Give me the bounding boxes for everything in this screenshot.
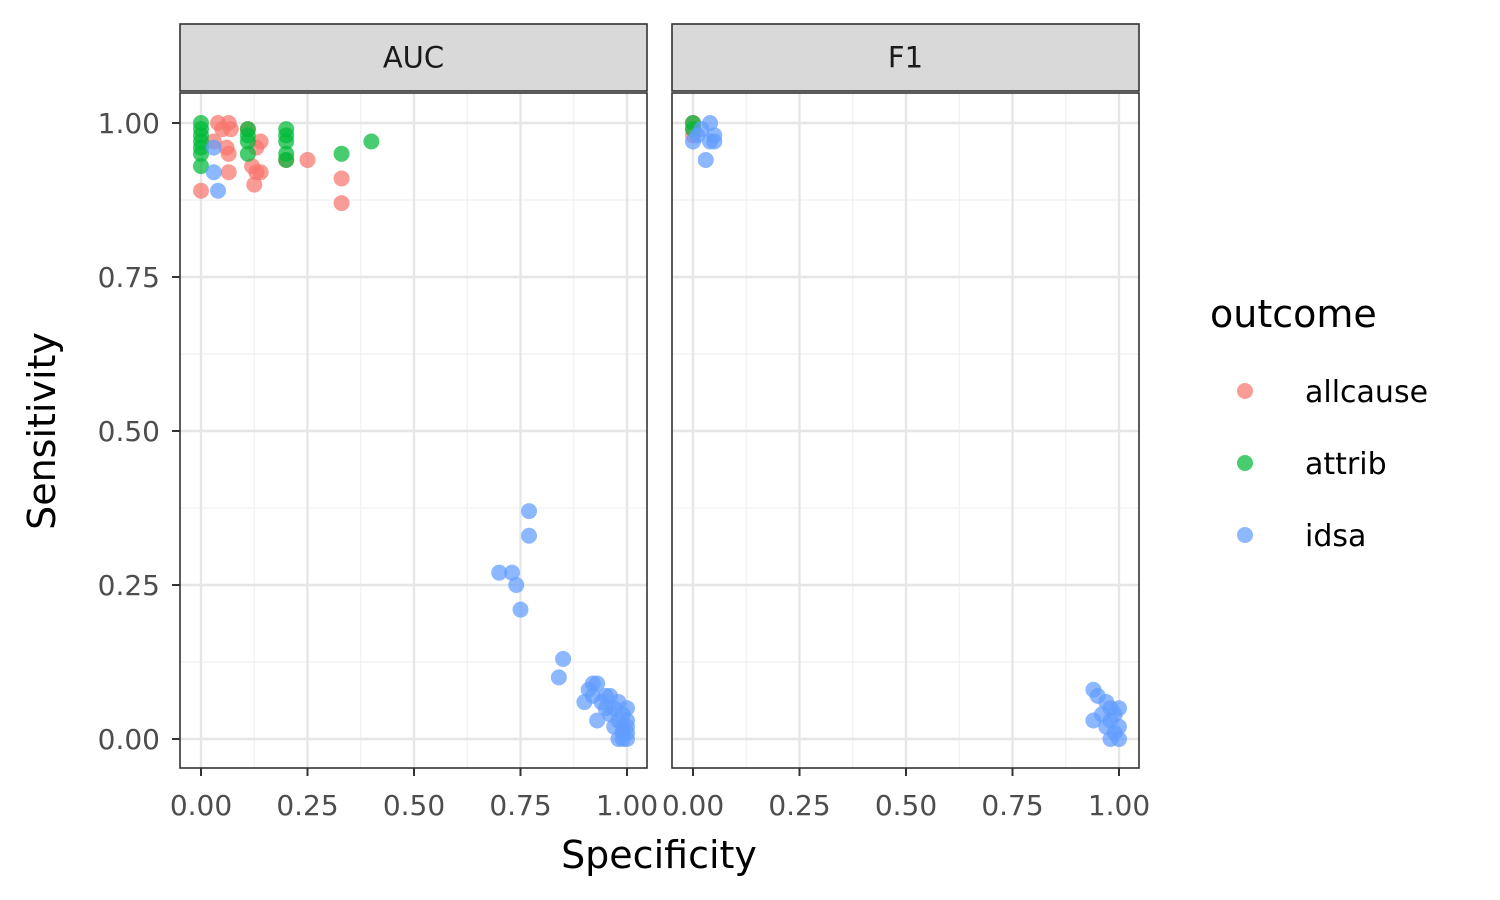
x-tick-label: 0.00 bbox=[170, 789, 232, 822]
data-point-attrib bbox=[193, 115, 209, 131]
data-point-idsa bbox=[555, 650, 572, 667]
data-point-idsa bbox=[1111, 700, 1127, 717]
data-point-idsa bbox=[1111, 731, 1127, 747]
panel-f1: F1 bbox=[671, 23, 1140, 769]
data-point-attrib bbox=[278, 145, 295, 162]
data-point-idsa bbox=[521, 503, 538, 520]
data-point-attrib bbox=[363, 133, 380, 150]
data-point-idsa bbox=[706, 127, 723, 144]
data-point-idsa bbox=[210, 182, 227, 199]
data-point-idsa bbox=[697, 151, 714, 168]
facet-strip bbox=[671, 23, 1140, 92]
data-point-attrib bbox=[239, 145, 256, 162]
data-point-idsa bbox=[589, 712, 606, 729]
data-point-allcause bbox=[299, 151, 316, 168]
data-point-allcause bbox=[333, 170, 350, 187]
panels-layer: AUC F1 bbox=[179, 23, 1140, 769]
data-point-attrib bbox=[239, 121, 256, 138]
data-point-attrib bbox=[278, 121, 295, 138]
data-point-idsa bbox=[1111, 718, 1127, 735]
data-point-attrib bbox=[193, 158, 209, 175]
legend: outcome allcause attrib idsa bbox=[1210, 292, 1428, 554]
legend-label-allcause: allcause bbox=[1305, 375, 1428, 410]
y-tick-label: 0.25 bbox=[98, 569, 160, 602]
x-tick-label: 0.25 bbox=[768, 789, 830, 822]
data-point-idsa bbox=[550, 669, 567, 686]
data-point-idsa bbox=[205, 164, 222, 181]
data-point-idsa bbox=[589, 675, 606, 692]
y-tick-label: 1.00 bbox=[98, 107, 160, 140]
facet-strip-label: AUC bbox=[383, 41, 444, 75]
legend-label-idsa: idsa bbox=[1305, 519, 1366, 554]
data-point-idsa bbox=[491, 564, 508, 581]
data-point-allcause bbox=[220, 164, 237, 181]
x-tick-label: 0.75 bbox=[981, 789, 1043, 822]
x-tick-label: 0.00 bbox=[662, 789, 724, 822]
legend-title: outcome bbox=[1210, 292, 1377, 336]
y-tick-label: 0.50 bbox=[98, 415, 160, 448]
data-point-allcause bbox=[220, 145, 237, 162]
points-layer bbox=[685, 115, 1127, 747]
data-point-allcause bbox=[246, 176, 263, 193]
data-point-allcause bbox=[252, 133, 269, 150]
y-tick-label: 0.00 bbox=[98, 723, 160, 756]
points-layer bbox=[193, 115, 635, 747]
x-axis-title: Specificity bbox=[561, 833, 757, 877]
data-point-idsa bbox=[508, 577, 525, 593]
panel-auc: AUC bbox=[179, 23, 648, 769]
x-tick-label: 0.75 bbox=[489, 789, 551, 822]
legend-key-idsa bbox=[1237, 527, 1253, 543]
x-tick-label: 1.00 bbox=[1088, 789, 1150, 822]
data-point-idsa bbox=[205, 139, 222, 156]
data-point-idsa bbox=[503, 564, 520, 581]
data-point-idsa bbox=[619, 700, 635, 717]
facet-strip-label: F1 bbox=[888, 41, 923, 75]
x-tick-label: 0.50 bbox=[875, 789, 937, 822]
data-point-idsa bbox=[619, 712, 635, 729]
legend-key-allcause bbox=[1237, 383, 1253, 399]
facet-strip bbox=[179, 23, 648, 92]
data-point-idsa bbox=[512, 601, 529, 618]
legend-label-attrib: attrib bbox=[1305, 447, 1387, 482]
x-tick-label: 0.25 bbox=[276, 789, 338, 822]
y-axis-title: Sensitivity bbox=[20, 332, 64, 530]
data-point-idsa bbox=[521, 527, 538, 544]
data-point-allcause bbox=[333, 195, 350, 212]
x-tick-label: 1.00 bbox=[596, 789, 658, 822]
legend-key-attrib bbox=[1237, 455, 1253, 471]
x-tick-label: 0.50 bbox=[383, 789, 445, 822]
data-point-idsa bbox=[702, 115, 719, 131]
data-point-allcause bbox=[252, 164, 269, 181]
y-tick-label: 0.75 bbox=[98, 261, 160, 294]
data-point-attrib bbox=[333, 145, 350, 162]
data-point-allcause bbox=[222, 121, 239, 138]
data-point-allcause bbox=[193, 182, 209, 199]
axis-layer: 0.00 0.25 0.50 0.75 1.00 0.00 0.25 0.50 0.75 1.00… bbox=[98, 107, 1151, 822]
